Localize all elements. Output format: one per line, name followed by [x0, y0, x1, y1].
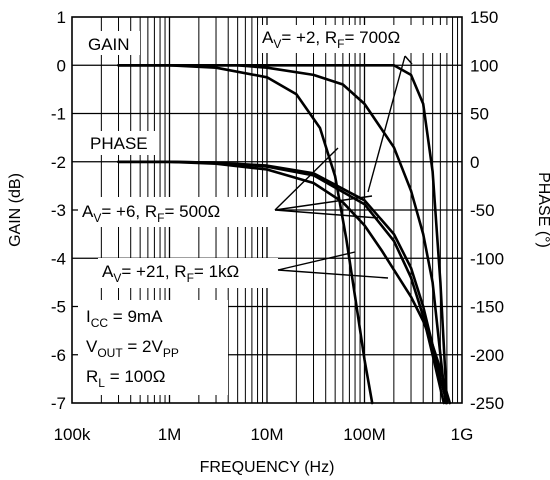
y-tick-label-left: -2	[51, 153, 66, 172]
y-tick-label-left: -1	[51, 105, 66, 124]
x-axis-title: FREQUENCY (Hz)	[200, 459, 335, 476]
x-tick-label: 10M	[250, 425, 283, 444]
y-tick-label-left: -6	[51, 346, 66, 365]
annotation-av6-rf500: AV= +6, RF= 500Ω	[82, 202, 220, 225]
y-tick-label-right: -50	[470, 201, 495, 220]
tick-labels: 100k 1M 10M 100M 1G 1 0 -1 -2 -3 -4 -5 -6 -7 150 100 50 0…	[51, 8, 504, 444]
icc-label: ICC = 9mA	[86, 307, 163, 330]
leader-av21-a	[277, 251, 356, 271]
x-tick-label: 100k	[54, 425, 91, 444]
leader-av6-c	[274, 209, 379, 219]
y-tick-label-right: -100	[470, 249, 504, 268]
vout-label: VOUT = 2VPP	[86, 337, 179, 360]
series-line-2	[117, 64, 448, 405]
series-line-6	[117, 160, 452, 405]
y-tick-label-right: -250	[470, 394, 504, 413]
y-axis-title-left: GAIN (dB)	[7, 173, 24, 247]
leader-av6-b	[274, 195, 373, 211]
leader-av6-a	[274, 147, 339, 211]
y-tick-label-right: 0	[470, 153, 479, 172]
annotation-av2-rf700: AV= +2, RF= 700Ω	[262, 28, 400, 51]
x-tick-label: 1G	[451, 425, 474, 444]
plot-frame	[71, 16, 463, 404]
annotations: GAIN PHASE AV= +2, RF= 700Ω AV= +6, RF= …	[78, 25, 448, 395]
y-tick-label-left: 1	[57, 8, 66, 27]
x-tick-label: 100M	[343, 425, 386, 444]
y-tick-label-left: -7	[51, 394, 66, 413]
annotation-av21-rf1k: AV= +21, RF= 1kΩ	[102, 262, 239, 285]
y-tick-label-right: -200	[470, 346, 504, 365]
y-tick-label-left: -3	[51, 201, 66, 220]
y-axis-title-right: PHASE (°)	[535, 172, 550, 248]
leader-av21-b	[277, 269, 389, 279]
gain-label: GAIN	[88, 35, 130, 54]
leader-av2-a	[367, 55, 406, 193]
y-tick-label-left: 0	[57, 56, 66, 75]
y-tick-label-left: -5	[51, 298, 66, 317]
series-group	[117, 64, 452, 405]
phase-label: PHASE	[90, 134, 148, 153]
series-line-3	[117, 64, 374, 405]
y-tick-label-right: 100	[470, 56, 498, 75]
rl-label: RL = 100Ω	[86, 367, 165, 390]
y-tick-label-right: 50	[470, 105, 489, 124]
leader-lines	[274, 55, 413, 279]
y-tick-label-right: -150	[470, 298, 504, 317]
x-tick-label: 1M	[158, 425, 182, 444]
y-tick-label-right: 150	[470, 8, 498, 27]
leader-av2-b	[404, 55, 413, 65]
y-tick-label-left: -4	[51, 249, 66, 268]
